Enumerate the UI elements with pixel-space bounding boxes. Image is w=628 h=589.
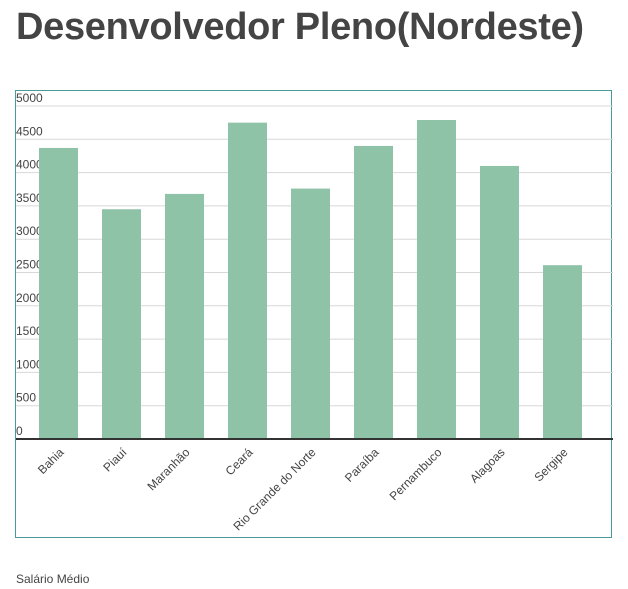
bar-alagoas bbox=[480, 165, 519, 439]
y-tick-label: 3500 bbox=[16, 191, 43, 205]
x-tick-label: Pernambuco bbox=[387, 445, 445, 503]
y-tick-label: 4000 bbox=[16, 158, 43, 172]
y-tick-label: 1500 bbox=[16, 324, 43, 338]
chart-frame: 0 500 1000 1500 2000 2500 3000 3500 4000 4500 5000… bbox=[15, 90, 613, 538]
x-tick-label: Piauí bbox=[100, 445, 130, 475]
bar-sergipe bbox=[543, 265, 582, 439]
bar-pernambuco bbox=[417, 119, 456, 440]
bar-piau- bbox=[102, 209, 141, 439]
y-tick-label: 2500 bbox=[16, 258, 43, 272]
x-tick-label: Ceará bbox=[223, 445, 256, 478]
y-tick-label: 500 bbox=[16, 391, 36, 405]
y-tick-label: 1000 bbox=[16, 357, 43, 371]
page-title: Desenvolvedor Pleno(Nordeste) bbox=[16, 6, 584, 48]
y-tick-label: 4500 bbox=[16, 124, 43, 138]
x-tick-label: Bahia bbox=[35, 445, 67, 477]
y-tick-label: 2000 bbox=[16, 291, 43, 305]
x-tick-label: Alagoas bbox=[467, 445, 508, 486]
bar-cear- bbox=[228, 122, 267, 440]
bar-rio-grande-do-norte bbox=[291, 188, 330, 439]
bar-bahia bbox=[39, 147, 78, 439]
y-tick-label: 5000 bbox=[16, 91, 43, 105]
y-tick-label: 3000 bbox=[16, 224, 43, 238]
series-label: Salário Médio bbox=[16, 572, 90, 586]
bar-para-ba bbox=[354, 145, 393, 439]
y-tick-label: 0 bbox=[16, 424, 23, 438]
x-tick-label: Paraíba bbox=[342, 445, 382, 485]
bar-chart: 0 500 1000 1500 2000 2500 3000 3500 4000 4500 5000… bbox=[16, 91, 613, 533]
x-tick-label: Maranhão bbox=[145, 445, 193, 493]
x-tick-label: Sergipe bbox=[531, 445, 570, 484]
bar-maranh-o bbox=[165, 193, 204, 439]
